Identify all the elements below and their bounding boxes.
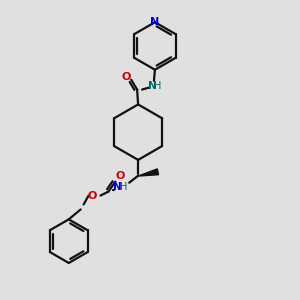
Text: H: H	[120, 182, 127, 192]
Text: O: O	[116, 171, 125, 181]
Text: H: H	[154, 81, 162, 91]
Text: O: O	[88, 190, 97, 201]
Text: O: O	[122, 72, 131, 82]
Polygon shape	[138, 169, 158, 176]
Text: N: N	[150, 17, 160, 27]
Text: N: N	[148, 81, 156, 91]
Text: N: N	[113, 182, 122, 192]
